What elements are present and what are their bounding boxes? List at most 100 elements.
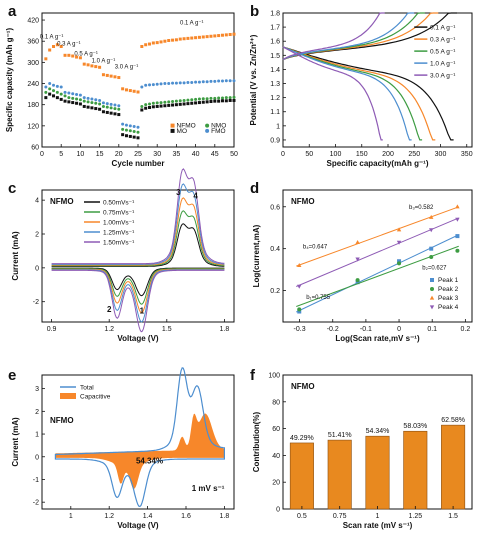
panel-a-point-NMO (155, 101, 159, 105)
panel-a-point-NFMO (186, 36, 190, 40)
panel-a-point-MO (82, 104, 86, 108)
panel-a-point-MO (197, 101, 201, 105)
panel-a-point-MO (44, 96, 48, 100)
panel-e-xtick-label: 1.4 (143, 513, 153, 520)
panel-f-value-label: 62.58% (441, 417, 465, 424)
panel-a-point-NMO (171, 100, 175, 104)
panel-b-discharge-0.1 A g⁻¹ (282, 46, 454, 141)
panel-a-point-MO (136, 136, 140, 140)
panel-b-xtick-label: 350 (461, 151, 473, 158)
panel-c-anodic-0.50mVs⁻¹ (51, 223, 225, 267)
panel-b-discharge-3.0 A g⁻¹ (282, 46, 383, 141)
panel-a-point-NFMO (113, 75, 117, 79)
panel-a-point-NMO (121, 127, 125, 131)
panel-a-point-FMO (63, 90, 67, 94)
panel-a-point-MO (101, 110, 105, 114)
panel-e-ytick-label: 1 (35, 432, 39, 439)
panel-a-point-NFMO (148, 42, 152, 46)
panel-c-cathodic-0.75mVs⁻¹ (51, 268, 225, 305)
panel-d-point-Peak 4 (396, 240, 402, 245)
panel-a-point-FMO (167, 82, 171, 86)
panel-a-point-FMO (217, 79, 221, 83)
panel-f-ytick-label: 0 (276, 507, 280, 514)
panel-a-point-NFMO (109, 74, 113, 78)
panel-a-point-NMO (63, 94, 67, 98)
panel-a-point-NFMO (59, 45, 63, 48)
panel-f-ytick-label: 60 (272, 426, 280, 433)
panel-letter: a (8, 3, 17, 20)
panel-a-xtick-label: 40 (192, 151, 200, 158)
panel-d-point-Peak 1 (455, 234, 460, 239)
panel-f-xtick-label: 1.5 (448, 513, 458, 520)
panel-a-point-NFMO (178, 37, 182, 41)
panel-a-point-NMO (186, 98, 190, 102)
panel-b-ytick-label: 1.1 (270, 109, 280, 116)
panel-c-legend-label: 1.50mVs⁻¹ (103, 240, 135, 247)
panel-a-point-FMO (224, 79, 228, 83)
panel-a-point-NMO (128, 129, 132, 133)
panel-d-legend-marker (429, 305, 435, 310)
panel-d-legend-marker (430, 287, 434, 291)
panel-letter: d (250, 180, 259, 197)
panel-b-ytick-label: 1.4 (270, 67, 280, 74)
panel-d-b-label: b₁=0.755 (306, 295, 331, 301)
panel-b-charge-3.0 A g⁻¹ (282, 12, 385, 61)
panel-a-point-MO (86, 105, 90, 109)
panel-e-rate-note: 1 mV s⁻¹ (192, 484, 225, 493)
panel-a-point-NFMO (121, 87, 125, 91)
panel-f-ylabel: Contribution(%) (252, 411, 261, 472)
panel-a-point-MO (151, 105, 155, 109)
panel-a-point-NFMO (151, 41, 155, 45)
panel-a-point-FMO (132, 125, 136, 129)
panel-c-title: NFMO (50, 197, 74, 206)
panel-d-ytick-label: 0.4 (270, 246, 280, 253)
panel-f-value-label: 54.34% (366, 428, 390, 435)
panel-a-point-MO (174, 103, 178, 107)
panel-d-b-label: b₂=0.627 (422, 266, 447, 272)
panel-a-point-NMO (86, 100, 90, 104)
panel-a-point-NMO (71, 96, 75, 100)
panel-b-xtick-label: 250 (408, 151, 420, 158)
panel-a-point-NMO (205, 97, 209, 101)
panel-f-xtick-label: 1.25 (408, 513, 422, 520)
panel-a-point-NFMO (48, 48, 52, 52)
panel-a-point-NFMO (52, 45, 56, 48)
panel-a-point-FMO (194, 80, 198, 84)
panel-b-xtick-label: 100 (330, 151, 342, 158)
panel-a-point-NMO (101, 104, 105, 108)
panel-e-ylabel: Current (mA) (11, 417, 20, 467)
panel-a-point-MO (217, 99, 221, 103)
panel-d-fit-Peak 3 (296, 206, 459, 267)
panel-a-xtick-label: 0 (40, 151, 44, 158)
panel-d-point-Peak 3 (396, 227, 402, 232)
panel-a-xtick-label: 10 (77, 151, 85, 158)
panel-a-point-NFMO (136, 90, 140, 94)
panel-f-bar (365, 435, 390, 510)
panel-b-ytick-label: 1.7 (270, 25, 280, 32)
panel-e-xtick-label: 1.8 (220, 513, 230, 520)
panel-a-point-NMO (144, 103, 148, 107)
panel-a-ytick-label: 300 (27, 60, 39, 67)
panel-e-xtick-label: 1 (69, 513, 73, 520)
panel-a-point-MO (52, 94, 56, 98)
panel-a-point-FMO (101, 101, 105, 105)
panel-a-point-FMO (75, 92, 79, 96)
panel-a-point-MO (124, 134, 128, 138)
panel-a-point-NMO (124, 128, 128, 132)
panel-a-point-NMO (159, 101, 163, 105)
panel-a-point-MO (144, 106, 148, 110)
panel-a-point-MO (78, 102, 82, 106)
panel-c-ylabel: Current (mA) (11, 231, 20, 281)
panel-d-point-Peak 1 (397, 259, 402, 264)
panel-d-legend-label: Peak 2 (438, 286, 459, 293)
panel-c-xtick-label: 0.9 (47, 326, 57, 333)
panel-a-point-MO (186, 102, 190, 106)
panel-a-point-FMO (86, 96, 90, 100)
panel-d-legend-label: Peak 1 (438, 277, 459, 284)
panel-a-point-NFMO (163, 39, 167, 43)
panel-b-ytick-label: 0.9 (270, 137, 280, 144)
panel-a-point-NFMO (101, 73, 105, 77)
panel-c-cathodic-0.50mVs⁻¹ (51, 267, 225, 297)
panel-a-point-NMO (94, 101, 98, 105)
panel-a-point-NMO (190, 98, 194, 102)
